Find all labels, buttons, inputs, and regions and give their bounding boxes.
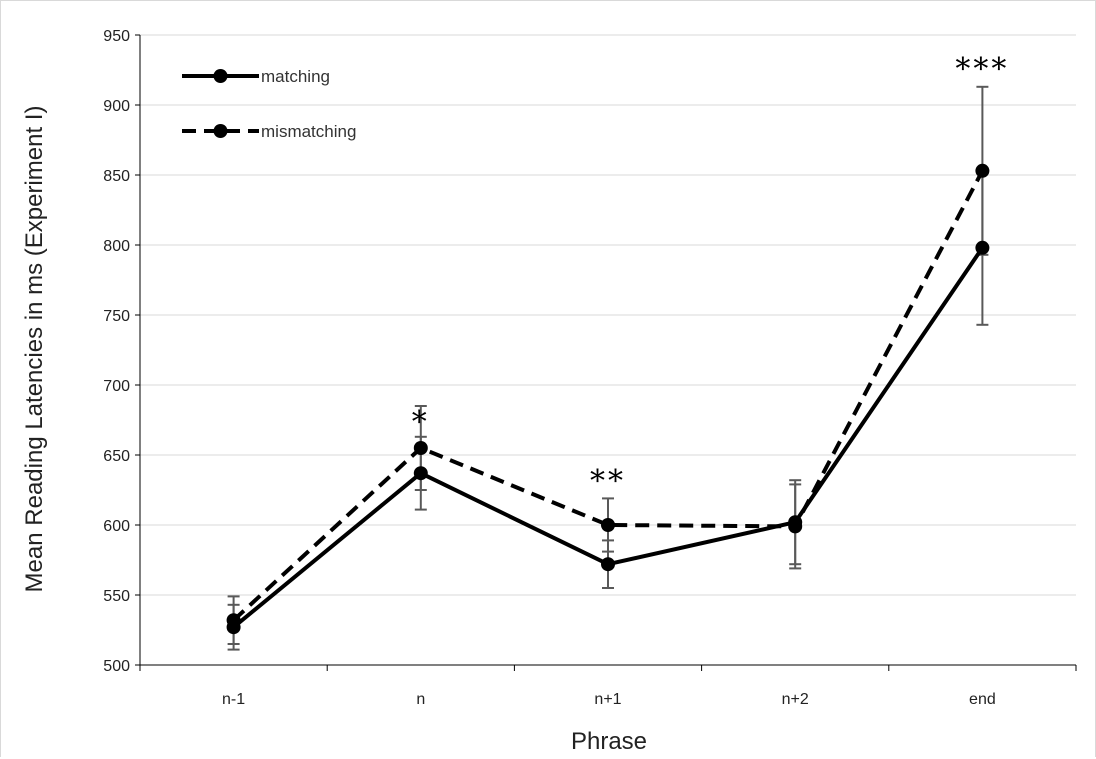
y-tick-label: 600	[103, 518, 130, 535]
significance-annotations: ******	[412, 52, 1009, 499]
legend: matching mismatching	[182, 67, 356, 141]
legend-swatch-marker	[213, 124, 228, 138]
x-tick-label: n	[416, 691, 425, 708]
data-point-mismatching	[975, 163, 990, 178]
y-tick-label: 950	[103, 28, 130, 45]
data-point-matching	[601, 557, 615, 572]
y-tick-label: 550	[103, 588, 130, 605]
data-point-matching	[226, 620, 241, 635]
legend-label: mismatching	[261, 122, 356, 141]
x-tick-label: end	[969, 691, 996, 708]
data-point-matching	[413, 466, 428, 481]
data-point-mismatching	[601, 518, 615, 532]
significance-marker: **	[590, 464, 626, 499]
x-tick-label: n-1	[222, 691, 245, 708]
significance-marker: *	[412, 405, 430, 440]
data-point-matching	[975, 240, 990, 255]
gridlines	[140, 34, 1076, 596]
y-tick-label: 900	[103, 98, 130, 115]
x-tick-label: n+2	[782, 691, 809, 708]
y-tick-label: 700	[103, 378, 130, 395]
data-point-matching	[788, 515, 803, 530]
significance-marker: ***	[955, 52, 1009, 87]
y-tick-label: 500	[103, 658, 130, 675]
series-line-mismatching	[232, 169, 985, 622]
legend-swatch-marker	[213, 69, 228, 83]
y-tick-label: 650	[103, 448, 130, 465]
y-axis-title: Mean Reading Latencies in ms (Experiment…	[21, 106, 48, 593]
y-tick-label: 850	[103, 168, 130, 185]
series-group	[226, 85, 990, 651]
x-tick-label: n+1	[594, 691, 621, 708]
data-point-mismatching	[413, 441, 428, 455]
axes: 500 550 600 650 700 750 800 850 900 950 n-1 n n+1 n+2…	[103, 28, 1077, 708]
legend-label: matching	[261, 67, 330, 86]
x-axis-title: Phrase	[571, 728, 647, 755]
y-tick-label: 750	[103, 308, 130, 325]
y-tick-label: 800	[103, 238, 130, 255]
